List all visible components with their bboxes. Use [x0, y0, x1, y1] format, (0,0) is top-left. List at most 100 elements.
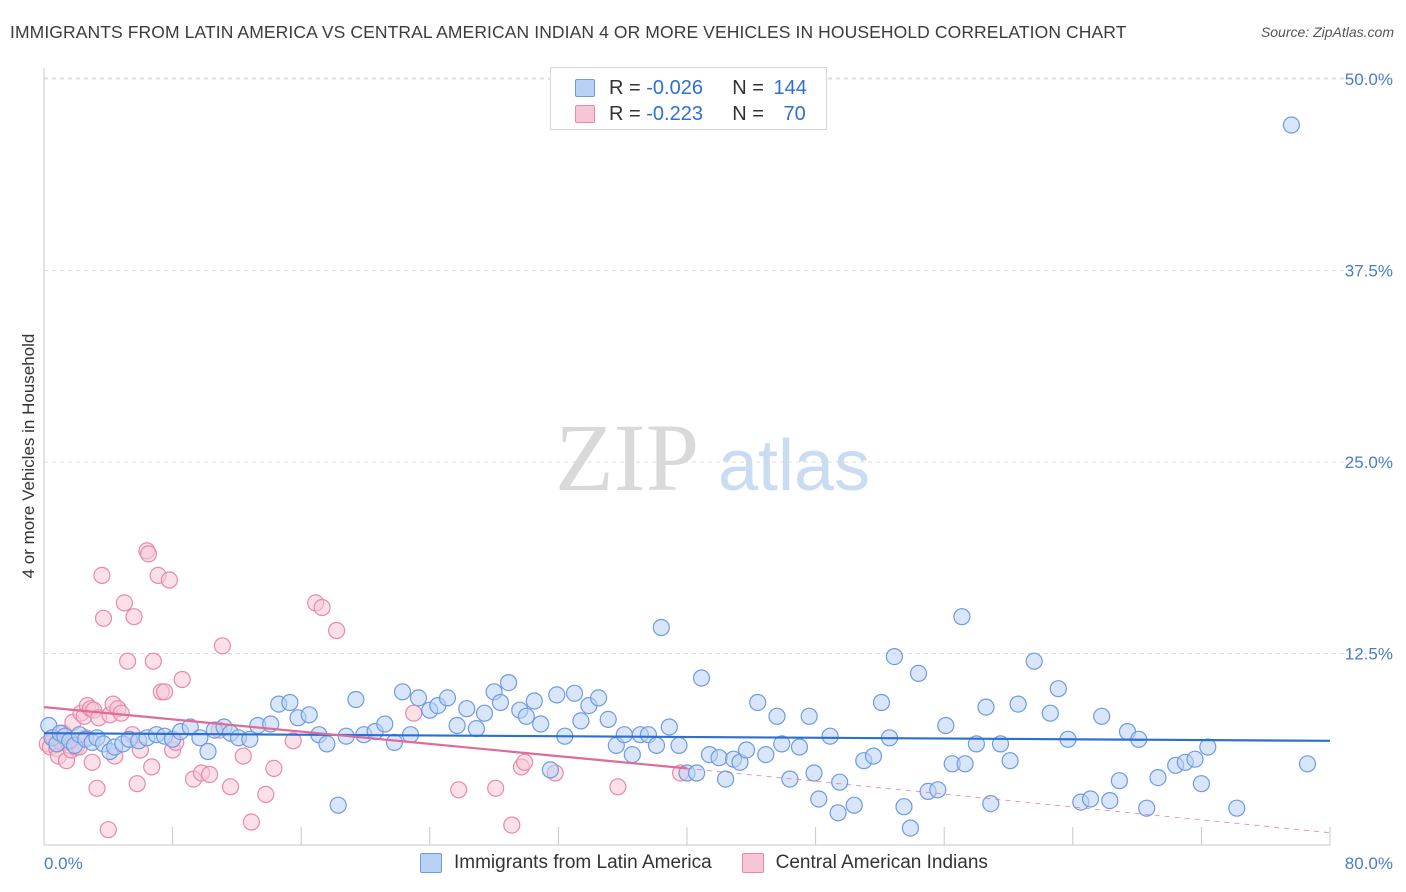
point-immigrants	[967, 735, 986, 753]
point-immigrants	[438, 689, 457, 707]
point-immigrants	[800, 707, 818, 725]
point-immigrants	[1049, 680, 1067, 698]
point-immigrants	[1298, 755, 1317, 773]
point-immigrants	[500, 673, 518, 692]
point-immigrants	[670, 736, 688, 755]
point-immigrants	[599, 710, 617, 729]
legend-n-value-pink: 70	[783, 102, 806, 125]
point-immigrants	[1110, 772, 1129, 790]
point-central-american	[313, 598, 331, 617]
point-central-american	[83, 753, 101, 771]
point-immigrants	[737, 741, 756, 759]
point-immigrants	[953, 608, 971, 626]
point-immigrants	[1025, 652, 1043, 670]
point-immigrants	[329, 796, 347, 814]
legend-n-label: N =	[732, 102, 764, 125]
point-immigrants	[448, 716, 466, 735]
point-central-american	[173, 670, 191, 689]
point-immigrants	[831, 773, 849, 791]
point-central-american	[88, 779, 106, 797]
point-immigrants	[660, 718, 678, 736]
point-immigrants	[475, 704, 494, 722]
point-immigrants	[1101, 791, 1119, 810]
legend-n-label: N =	[732, 76, 764, 99]
point-immigrants	[376, 715, 394, 733]
point-immigrants	[716, 770, 735, 788]
point-central-american	[139, 545, 158, 563]
point-immigrants	[615, 726, 633, 744]
point-central-american	[115, 594, 134, 612]
point-immigrants	[623, 745, 641, 764]
point-immigrants	[982, 794, 1000, 813]
legend-r-label: R =	[609, 76, 641, 99]
point-immigrants	[929, 781, 947, 799]
legend-swatch-blue	[575, 79, 595, 97]
point-central-american	[265, 759, 283, 778]
point-central-american	[609, 778, 627, 796]
point-central-american	[125, 608, 143, 626]
legend-n-value-blue: 144	[773, 76, 807, 99]
point-immigrants	[1192, 775, 1211, 793]
point-central-american	[143, 758, 161, 776]
point-central-american	[201, 765, 219, 784]
chart-title: IMMIGRANTS FROM LATIN AMERICA VS CENTRAL…	[10, 22, 1127, 42]
point-immigrants	[956, 755, 974, 773]
legend-item-immigrants[interactable]: Immigrants from Latin America	[420, 852, 712, 874]
legend-r-value-pink: -0.223	[646, 102, 703, 125]
point-immigrants	[790, 738, 809, 756]
point-immigrants	[652, 618, 670, 637]
trend-line-immigrants	[43, 732, 1331, 742]
point-central-american	[242, 813, 260, 831]
legend-swatch-pink	[741, 853, 764, 873]
point-immigrants	[1001, 752, 1019, 770]
point-central-american	[234, 747, 252, 765]
point-immigrants	[1149, 768, 1167, 787]
y-axis-label: 4 or more Vehicles in Household	[19, 334, 38, 579]
point-immigrants	[864, 747, 883, 765]
point-immigrants	[1228, 799, 1246, 817]
point-central-american	[128, 775, 146, 793]
point-immigrants	[901, 819, 920, 837]
trend-line-central-american-extrapolated	[686, 767, 1331, 834]
point-immigrants	[318, 735, 336, 753]
point-central-american	[450, 781, 468, 799]
point-immigrants	[749, 693, 767, 712]
point-immigrants	[810, 790, 828, 808]
watermark: ZIP atlas	[555, 404, 870, 511]
legend-row-blue: R = -0.026 N = 144	[575, 76, 807, 100]
point-central-american	[515, 753, 534, 771]
point-central-american	[328, 621, 346, 640]
x-tick-label-min: 0.0%	[44, 854, 83, 873]
point-immigrants	[829, 804, 847, 822]
point-immigrants	[647, 736, 666, 755]
point-immigrants	[1009, 695, 1027, 713]
point-immigrants	[1081, 790, 1100, 808]
point-immigrants	[692, 669, 711, 687]
point-immigrants	[710, 749, 728, 767]
point-immigrants	[347, 690, 365, 709]
point-immigrants	[885, 647, 904, 666]
legend-item-central-american[interactable]: Central American Indians	[741, 852, 988, 874]
point-central-american	[257, 785, 275, 804]
point-immigrants	[757, 745, 775, 764]
y-tick-label: 25.0%	[1345, 453, 1393, 472]
point-immigrants	[937, 716, 955, 735]
point-immigrants	[491, 693, 510, 712]
point-immigrants	[845, 796, 863, 814]
point-immigrants	[532, 715, 550, 733]
point-central-american	[93, 566, 111, 585]
series-central-american-indians	[38, 542, 690, 839]
point-immigrants	[895, 798, 913, 816]
point-immigrants	[409, 689, 428, 707]
point-immigrants	[1041, 704, 1059, 722]
point-central-american	[94, 609, 113, 627]
x-tick-label-max: 80.0%	[1345, 854, 1393, 873]
watermark-zip: ZIP	[555, 404, 699, 511]
y-tick-label: 37.5%	[1345, 262, 1393, 281]
point-immigrants	[872, 693, 891, 712]
watermark-atlas: atlas	[718, 426, 870, 506]
legend-series-name: Immigrants from Latin America	[454, 852, 712, 873]
legend-swatch-blue	[420, 853, 442, 873]
point-immigrants	[458, 700, 476, 718]
